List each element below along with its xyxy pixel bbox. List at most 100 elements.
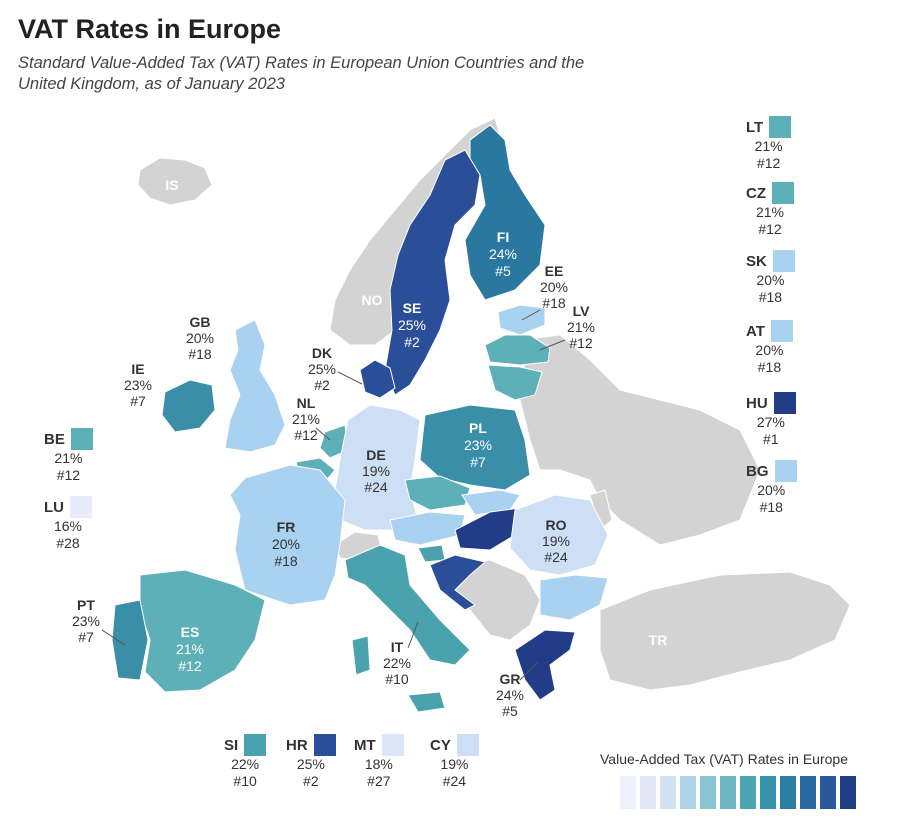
key-be: BE 21% #12 xyxy=(44,428,93,484)
country-denmark[interactable] xyxy=(359,359,396,399)
country-latvia[interactable] xyxy=(484,334,551,366)
key-rank: #28 xyxy=(56,535,80,551)
label-ro: RO 19% #24 xyxy=(542,517,570,565)
svg-text:#5: #5 xyxy=(495,263,511,279)
key-rank: #18 xyxy=(757,359,782,375)
key-rate: 22% xyxy=(231,756,260,772)
label-lv: LV 21% #12 xyxy=(539,303,595,351)
key-swatch xyxy=(773,392,796,414)
key-sk: SK 20% #18 xyxy=(746,250,795,306)
key-swatch xyxy=(769,116,792,138)
key-rank: #18 xyxy=(759,499,783,515)
country-united-kingdom[interactable] xyxy=(224,319,286,453)
country-croatia[interactable] xyxy=(429,554,487,611)
key-code: HR xyxy=(286,736,308,754)
svg-text:EE: EE xyxy=(545,263,564,279)
svg-text:24%: 24% xyxy=(489,246,517,262)
label-se: SE 25% #2 xyxy=(398,300,426,350)
svg-text:23%: 23% xyxy=(464,437,492,453)
key-rank: #1 xyxy=(763,431,779,447)
svg-text:#12: #12 xyxy=(178,658,202,674)
legend-swatch-2 xyxy=(660,776,676,809)
country-spain[interactable] xyxy=(139,569,266,693)
svg-text:19%: 19% xyxy=(542,533,570,549)
key-rate: 21% xyxy=(755,204,785,220)
key-rate: 27% xyxy=(756,414,785,430)
legend-swatch-5 xyxy=(720,776,736,809)
country-portugal[interactable] xyxy=(111,599,149,681)
key-code: AT xyxy=(746,322,765,340)
key-rate: 21% xyxy=(754,138,783,154)
key-rate: 16% xyxy=(53,518,83,534)
country-finland[interactable] xyxy=(464,124,546,301)
legend-swatch-1 xyxy=(640,776,656,809)
key-swatch xyxy=(70,496,92,518)
country-sweden[interactable] xyxy=(384,149,481,396)
country-sardinia[interactable] xyxy=(351,635,371,676)
country-sicily[interactable] xyxy=(407,691,446,713)
key-code: LT xyxy=(746,118,764,136)
svg-text:#7: #7 xyxy=(470,454,486,470)
label-gb: GB 20% #18 xyxy=(186,314,214,362)
legend-swatch-7 xyxy=(760,776,776,809)
country-france[interactable] xyxy=(229,464,346,606)
label-no: NO xyxy=(362,292,383,308)
svg-text:LV: LV xyxy=(573,303,591,319)
country-lithuania[interactable] xyxy=(487,364,543,401)
country-slovakia[interactable] xyxy=(461,489,521,516)
svg-text:#2: #2 xyxy=(404,334,420,350)
country-greece[interactable] xyxy=(514,629,576,701)
svg-text:RO: RO xyxy=(546,517,567,533)
svg-text:#18: #18 xyxy=(542,295,566,311)
label-fi: FI 24% #5 xyxy=(489,229,517,279)
country-italy[interactable] xyxy=(344,544,471,666)
svg-text:21%: 21% xyxy=(292,411,320,427)
legend-title: Value-Added Tax (VAT) Rates in Europe xyxy=(600,751,848,767)
svg-text:21%: 21% xyxy=(567,319,595,335)
country-bulgaria[interactable] xyxy=(539,574,609,621)
svg-text:#5: #5 xyxy=(502,703,518,719)
svg-text:PT: PT xyxy=(77,597,95,613)
country-ireland[interactable] xyxy=(161,379,216,433)
key-code: CY xyxy=(430,736,451,754)
key-rank: #27 xyxy=(367,773,391,789)
key-cz: CZ 21% #12 xyxy=(746,182,794,238)
key-rank: #12 xyxy=(756,155,781,171)
country-romania[interactable] xyxy=(509,494,609,576)
key-mt: MT 18% #27 xyxy=(354,734,404,790)
label-fr: FR 20% #18 xyxy=(272,519,300,569)
key-code: BG xyxy=(746,462,769,480)
svg-text:23%: 23% xyxy=(72,613,100,629)
label-is: IS xyxy=(165,177,178,193)
country-slovenia[interactable] xyxy=(417,544,446,563)
key-lu: LU 16% #28 xyxy=(44,496,92,552)
country-poland[interactable] xyxy=(419,404,531,491)
legend-swatch-0 xyxy=(620,776,636,809)
legend-swatch-6 xyxy=(740,776,756,809)
svg-text:#2: #2 xyxy=(314,377,330,393)
country-iceland[interactable] xyxy=(137,157,213,206)
key-bg: BG 20% #18 xyxy=(746,460,797,516)
key-rate: 18% xyxy=(364,756,393,772)
svg-text:DE: DE xyxy=(366,447,385,463)
country-czechia[interactable] xyxy=(404,475,471,511)
key-swatch xyxy=(70,428,93,450)
label-es: ES 21% #12 xyxy=(176,624,204,674)
key-swatch xyxy=(456,734,479,756)
legend-swatch-3 xyxy=(680,776,696,809)
country-estonia[interactable] xyxy=(497,304,546,336)
country-russia-belarus-ukraine[interactable] xyxy=(519,334,761,546)
country-netherlands[interactable] xyxy=(319,424,349,459)
key-code: BE xyxy=(44,430,65,448)
country-turkey[interactable] xyxy=(599,571,851,691)
svg-text:20%: 20% xyxy=(186,330,214,346)
key-cy: CY 19% #24 xyxy=(430,734,479,790)
svg-text:25%: 25% xyxy=(398,317,426,333)
key-rank: #24 xyxy=(442,773,467,789)
key-rate: 25% xyxy=(296,756,325,772)
label-pl: PL 23% #7 xyxy=(464,420,492,470)
label-gr: GR 24% #5 xyxy=(496,661,539,719)
svg-text:#10: #10 xyxy=(385,671,409,687)
eu-countries xyxy=(111,124,609,713)
